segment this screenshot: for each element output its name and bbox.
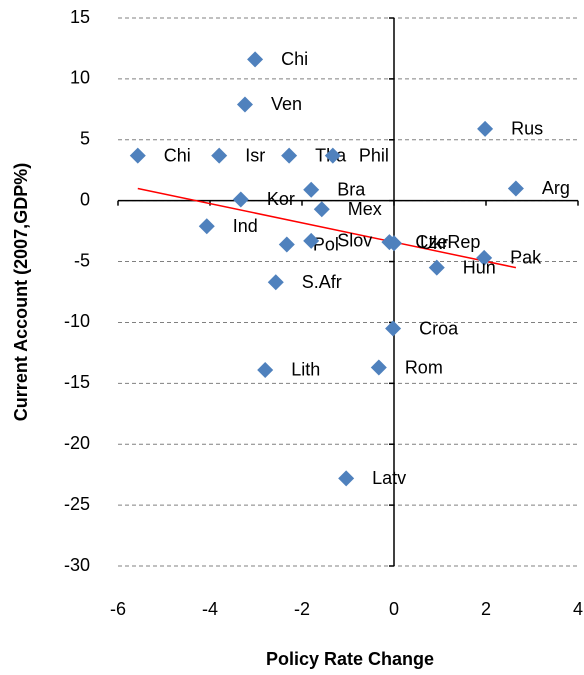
scatter-point xyxy=(386,235,402,252)
y-tick-label: -15 xyxy=(64,372,90,392)
point-label: Bra xyxy=(337,179,366,199)
y-tick-label: -5 xyxy=(74,250,90,270)
scatter-point xyxy=(338,470,355,487)
point-label: Kor xyxy=(267,189,295,209)
y-tick-label: 15 xyxy=(70,7,90,27)
point-label: Ven xyxy=(271,94,302,114)
point-label: Slov xyxy=(337,231,372,251)
point-label: Pol xyxy=(313,234,339,254)
scatter-point xyxy=(385,320,402,337)
x-tick-label: -4 xyxy=(202,599,218,619)
x-tick-label: -2 xyxy=(294,599,310,619)
scatter-point xyxy=(236,96,253,113)
scatter-point xyxy=(476,249,493,266)
scatter-point xyxy=(428,259,445,276)
scatter-point xyxy=(507,180,524,197)
scatter-point xyxy=(313,201,330,218)
scatter-point xyxy=(278,236,295,253)
point-label: Lith xyxy=(291,360,320,380)
x-tick-label: -6 xyxy=(110,599,126,619)
y-tick-label: 5 xyxy=(80,129,90,149)
point-label: Phil xyxy=(359,145,389,165)
point-label: Hun xyxy=(463,257,496,277)
y-tick-label: 0 xyxy=(80,189,90,209)
scatter-point xyxy=(281,147,298,164)
point-label: Rom xyxy=(405,357,443,377)
point-label: Rus xyxy=(511,119,543,139)
scatter-point xyxy=(129,147,146,164)
y-tick-label: -20 xyxy=(64,433,90,453)
scatter-point xyxy=(303,232,320,249)
y-tick-label: 10 xyxy=(70,68,90,88)
point-label: Arg xyxy=(542,178,570,198)
x-tick-label: 4 xyxy=(573,599,583,619)
scatter-point xyxy=(257,361,274,378)
x-tick-label: 0 xyxy=(389,599,399,619)
x-axis-title: Policy Rate Change xyxy=(266,649,434,669)
scatter-point xyxy=(370,359,387,376)
scatter-point xyxy=(324,147,341,164)
point-label: S.Afr xyxy=(302,272,342,292)
y-tick-label: -10 xyxy=(64,311,90,331)
point-label: Latv xyxy=(372,468,406,488)
scatter-point xyxy=(267,274,284,291)
scatter-point xyxy=(211,147,228,164)
scatter-point xyxy=(303,181,320,198)
point-label: Pak xyxy=(510,248,542,268)
point-label: CzeRep xyxy=(415,232,480,252)
x-tick-label: 2 xyxy=(481,599,491,619)
y-tick-label: -30 xyxy=(64,555,90,575)
point-label: Chi xyxy=(164,145,191,165)
scatter-point xyxy=(477,120,494,137)
trend-line xyxy=(137,187,517,269)
point-label: Isr xyxy=(245,145,265,165)
point-label: Mex xyxy=(348,199,382,219)
point-label: Chi xyxy=(281,49,308,69)
point-label: Ind xyxy=(233,216,258,236)
scatter-point xyxy=(198,218,215,235)
point-label: Croa xyxy=(419,318,459,338)
scatter-point xyxy=(247,51,264,68)
scatter-point xyxy=(232,191,249,208)
y-axis-title: Current Account (2007,GDP%) xyxy=(11,163,31,421)
point-label: Ukr xyxy=(420,233,448,253)
y-tick-label: -25 xyxy=(64,494,90,514)
